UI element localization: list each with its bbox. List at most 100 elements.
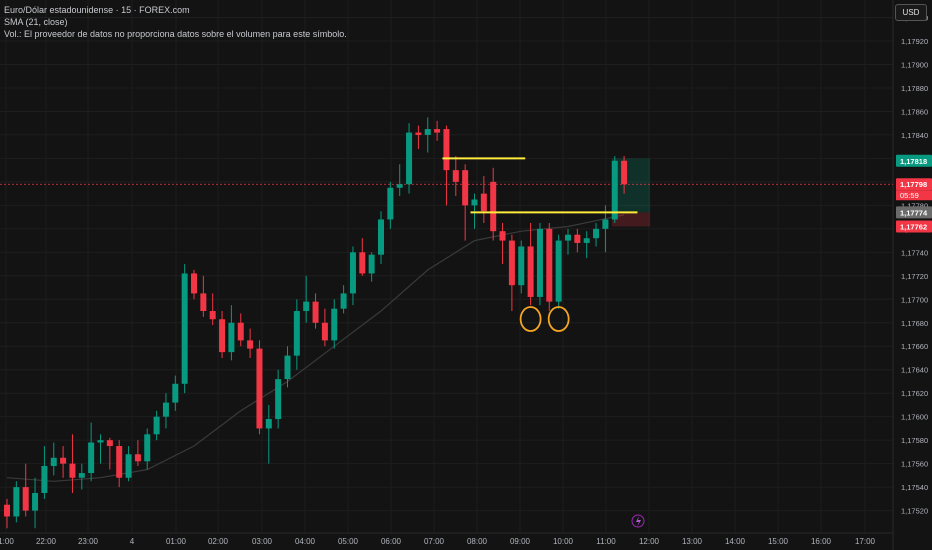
candle-body[interactable]: [527, 246, 534, 297]
candle-body[interactable]: [443, 129, 450, 171]
candle-body[interactable]: [480, 193, 487, 212]
candle-body[interactable]: [471, 199, 478, 206]
y-tick-label: 1,17700: [901, 295, 928, 304]
symbol-title[interactable]: Euro/Dólar estadounidense · 15 · FOREX.c…: [4, 5, 190, 15]
candle-body[interactable]: [50, 457, 57, 466]
candle-body[interactable]: [359, 252, 366, 274]
candle-body[interactable]: [237, 322, 244, 341]
candle-body[interactable]: [536, 228, 543, 297]
y-tick-label: 1,17620: [901, 389, 928, 398]
candle-body[interactable]: [97, 440, 104, 443]
candle-body[interactable]: [256, 348, 263, 429]
candle-body[interactable]: [406, 132, 413, 185]
candle-body[interactable]: [32, 492, 39, 511]
y-tick-label: 1,17840: [901, 131, 928, 140]
countdown-tag: [896, 190, 932, 201]
price-label-text: 1,17762: [900, 222, 927, 231]
y-tick-label: 1,17600: [901, 413, 928, 422]
candle-body[interactable]: [106, 440, 113, 447]
candle-body[interactable]: [518, 246, 525, 286]
candle-body[interactable]: [4, 504, 10, 517]
y-tick-label: 1,17860: [901, 107, 928, 116]
candle-body[interactable]: [602, 219, 609, 229]
candle-body[interactable]: [153, 416, 160, 435]
candle-body[interactable]: [69, 463, 76, 478]
candle-body[interactable]: [181, 273, 188, 384]
volume-note: Vol.: El proveedor de datos no proporcio…: [4, 29, 347, 39]
x-tick-label: 10:00: [553, 537, 574, 546]
lightning-icon[interactable]: [631, 514, 645, 528]
candle-body[interactable]: [621, 160, 628, 185]
candle-body[interactable]: [88, 442, 95, 474]
candle-body[interactable]: [387, 187, 394, 220]
candle-body[interactable]: [378, 219, 384, 255]
candle-body[interactable]: [565, 234, 571, 241]
candle-body[interactable]: [490, 181, 497, 232]
candle-body[interactable]: [349, 252, 356, 294]
price-label-tag: [896, 178, 932, 191]
candle-body[interactable]: [275, 379, 282, 420]
candle-body[interactable]: [396, 184, 403, 188]
candle-body[interactable]: [228, 322, 235, 353]
candle-body[interactable]: [284, 355, 291, 380]
sma-line: [6, 214, 625, 482]
candle-body[interactable]: [41, 465, 48, 493]
candle-body[interactable]: [611, 160, 618, 220]
x-tick-label: 16:00: [811, 537, 832, 546]
candle-body[interactable]: [200, 293, 207, 312]
candle-body[interactable]: [22, 487, 29, 511]
y-tick-label: 1,17580: [901, 436, 928, 445]
candle-body[interactable]: [265, 419, 272, 429]
candle-body[interactable]: [340, 293, 347, 309]
candle-body[interactable]: [583, 238, 590, 243]
y-tick-label: 1,17740: [901, 248, 928, 257]
candle-body[interactable]: [593, 228, 600, 239]
candle-body[interactable]: [247, 340, 254, 349]
candle-body[interactable]: [172, 383, 179, 403]
candle-body[interactable]: [331, 308, 338, 341]
candle-body[interactable]: [60, 457, 67, 464]
candle-body[interactable]: [134, 454, 141, 462]
candle-body[interactable]: [574, 234, 581, 243]
candle-body[interactable]: [508, 240, 515, 286]
y-tick-label: 1,17660: [901, 342, 928, 351]
candle-body[interactable]: [462, 170, 469, 206]
candle-body[interactable]: [162, 402, 169, 417]
price-label-text: 1,17774: [900, 208, 928, 217]
candle-body[interactable]: [312, 301, 319, 323]
candle-body[interactable]: [555, 240, 562, 302]
y-tick-label: 1,17540: [901, 483, 928, 492]
x-tick-label: 17:00: [855, 537, 876, 546]
candle-body[interactable]: [303, 301, 310, 312]
candle-body[interactable]: [219, 319, 226, 353]
candle-body[interactable]: [321, 322, 328, 341]
y-tick-label: 1,17520: [901, 507, 928, 516]
candle-body[interactable]: [452, 170, 459, 182]
x-tick-label: 06:00: [381, 537, 402, 546]
candle-body[interactable]: [13, 487, 20, 517]
x-tick-label: 11:00: [596, 537, 616, 546]
x-tick-label: 03:00: [252, 537, 273, 546]
low-marker-circle[interactable]: [547, 306, 570, 332]
candle-body[interactable]: [125, 454, 132, 478]
candle-body[interactable]: [78, 473, 85, 478]
sma-indicator-label[interactable]: SMA (21, close): [4, 17, 68, 27]
x-tick-label: 02:00: [208, 537, 229, 546]
candle-body[interactable]: [144, 434, 151, 462]
candle-body[interactable]: [415, 132, 422, 135]
chart-legend: Euro/Dólar estadounidense · 15 · FOREX.c…: [4, 4, 347, 40]
candle-body[interactable]: [434, 129, 441, 133]
low-marker-circle[interactable]: [519, 306, 542, 332]
candle-body[interactable]: [293, 311, 300, 356]
candle-body[interactable]: [546, 228, 553, 302]
candle-body[interactable]: [424, 129, 431, 135]
target-zone: [611, 158, 651, 213]
candle-body[interactable]: [191, 273, 197, 294]
candle-body[interactable]: [368, 254, 375, 274]
candle-body[interactable]: [209, 311, 216, 320]
currency-button[interactable]: USD: [895, 4, 927, 21]
candle-body[interactable]: [499, 231, 506, 241]
candle-body[interactable]: [116, 446, 123, 478]
